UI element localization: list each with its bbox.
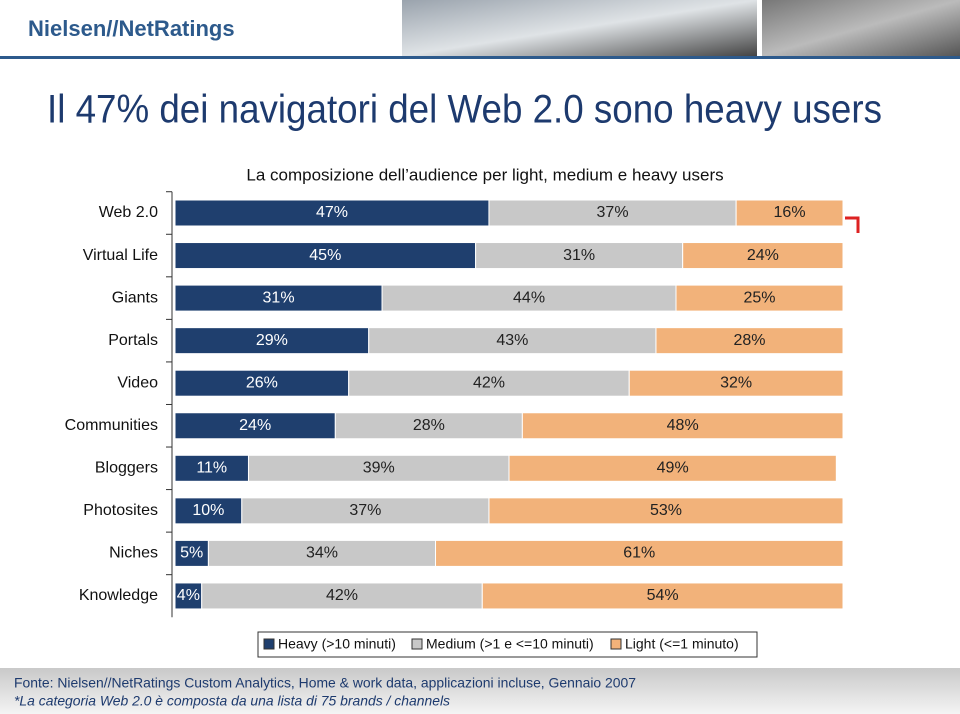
bar-segment	[488, 497, 844, 525]
bar-segment	[435, 539, 844, 567]
plot: Web 2.0 47% 37% 16% Virtual Life 45% 31% 24% Gia…	[65, 191, 844, 618]
bar-segment	[381, 284, 677, 312]
data-label: 42%	[473, 374, 505, 391]
data-label: 4%	[177, 587, 200, 604]
data-label: 39%	[363, 460, 395, 477]
bar-segment	[682, 242, 844, 270]
bar-segment	[174, 412, 336, 440]
footer-source: Fonte: Nielsen//NetRatings Custom Analyt…	[14, 675, 636, 691]
bar-segment	[655, 327, 844, 355]
data-label: 24%	[239, 417, 271, 434]
data-label: 54%	[647, 587, 679, 604]
bar-segment	[521, 412, 844, 440]
data-label: 42%	[326, 587, 358, 604]
data-label: 53%	[650, 502, 682, 519]
y-tick-label: Niches	[109, 545, 158, 562]
y-tick-label: Bloggers	[95, 460, 158, 477]
bar-segment	[628, 369, 844, 397]
bar-segment	[241, 497, 490, 525]
y-tick-label: Portals	[108, 332, 158, 349]
bar-segment	[348, 369, 630, 397]
legend	[257, 631, 758, 658]
slide-title: Il 47% dei navigatori del Web 2.0 sono h…	[47, 88, 882, 132]
bar-segment	[174, 284, 383, 312]
data-label: 28%	[413, 417, 445, 434]
data-label: 49%	[657, 460, 689, 477]
bar-segment	[174, 582, 203, 610]
legend-label: Light (<=1 minuto)	[625, 636, 739, 652]
bar-segment	[174, 242, 477, 270]
bar-segment	[174, 327, 370, 355]
data-label: 28%	[733, 332, 765, 349]
data-label: 25%	[743, 289, 775, 306]
data-label: 10%	[192, 502, 224, 519]
data-label: 48%	[667, 417, 699, 434]
data-label: 32%	[720, 374, 752, 391]
bar-segment	[735, 199, 844, 227]
legend-swatch	[610, 638, 622, 650]
data-label: 61%	[623, 545, 655, 562]
bar-segment	[201, 582, 483, 610]
legend-swatch	[411, 638, 423, 650]
header-rule	[0, 56, 960, 59]
y-tick-label: Photosites	[83, 502, 158, 519]
bar-segment	[334, 412, 523, 440]
bar-segment	[174, 454, 249, 482]
legend-label: Medium (>1 e <=10 minuti)	[426, 636, 594, 652]
legend-label: Heavy (>10 minuti)	[278, 636, 396, 652]
bar-segment	[481, 582, 844, 610]
bar-segment	[247, 454, 510, 482]
bar-segment	[207, 539, 437, 567]
bar-segment	[174, 369, 350, 397]
data-label: 24%	[747, 247, 779, 264]
y-tick-label: Web 2.0	[99, 204, 158, 221]
legend-swatch	[263, 638, 275, 650]
chart-title: La composizione dell’audience per light,…	[246, 165, 723, 184]
data-label: 34%	[306, 545, 338, 562]
header-photo	[402, 0, 757, 56]
data-label: 44%	[513, 289, 545, 306]
data-label: 16%	[774, 204, 806, 221]
data-label: 37%	[597, 204, 629, 221]
header-photo	[762, 0, 960, 56]
data-label: 5%	[180, 545, 203, 562]
y-tick-label: Giants	[112, 289, 158, 306]
data-label: 26%	[246, 374, 278, 391]
bar-segment	[508, 454, 837, 482]
bar-segment	[174, 497, 243, 525]
y-tick-label: Communities	[65, 417, 158, 434]
bar-segment	[488, 199, 737, 227]
footer-note: *La categoria Web 2.0 è composta da una …	[14, 693, 450, 709]
highlight	[845, 216, 860, 233]
legend-items: Heavy (>10 minuti) Medium (>1 e <=10 minu…	[263, 636, 739, 652]
data-label: 31%	[563, 247, 595, 264]
data-label: 11%	[196, 460, 227, 477]
y-tick-label: Virtual Life	[83, 247, 158, 264]
bar-segment	[675, 284, 844, 312]
data-label: 45%	[309, 247, 341, 264]
footer-band	[0, 668, 960, 714]
y-tick-label: Video	[117, 374, 158, 391]
data-label: 37%	[349, 502, 381, 519]
data-label: 31%	[263, 289, 295, 306]
data-label: 47%	[316, 204, 348, 221]
logo: Nielsen//NetRatings	[28, 16, 235, 41]
bar-segment	[368, 327, 657, 355]
data-label: 43%	[496, 332, 528, 349]
y-tick-label: Knowledge	[79, 587, 158, 604]
data-label: 29%	[256, 332, 288, 349]
